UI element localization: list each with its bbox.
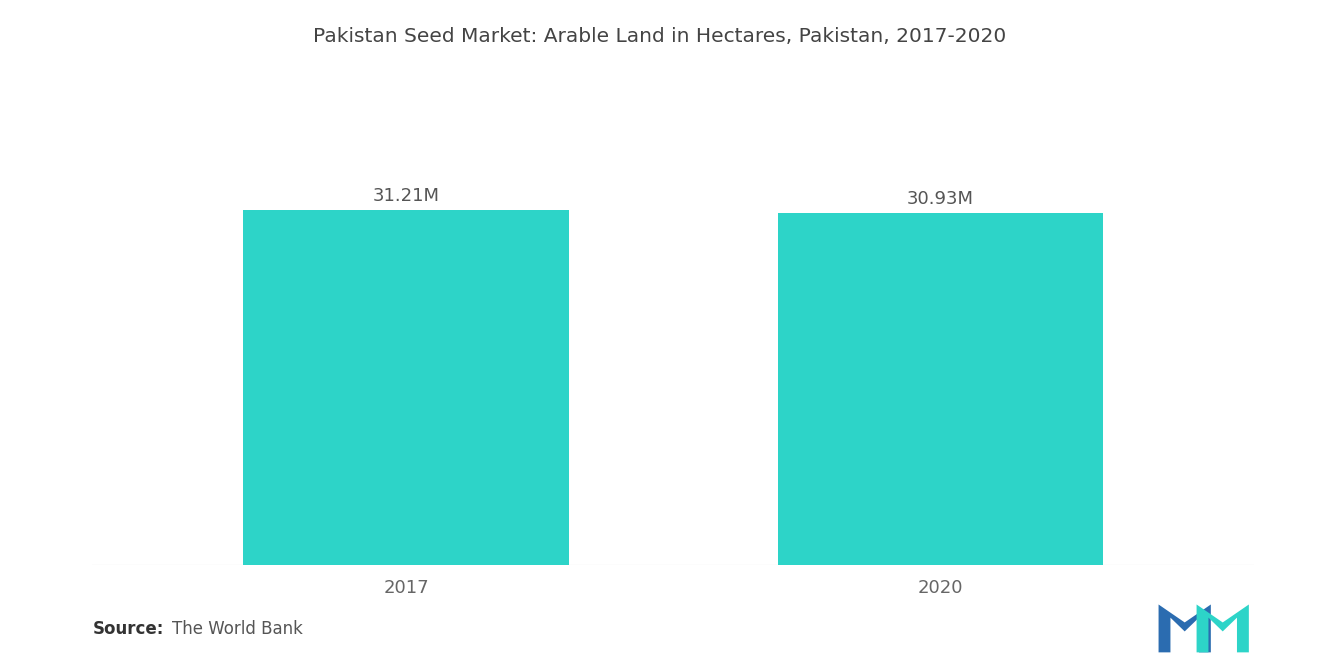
Text: The World Bank: The World Bank <box>172 620 302 638</box>
Polygon shape <box>1196 604 1249 652</box>
Text: 31.21M: 31.21M <box>372 187 440 205</box>
Bar <box>243 210 569 565</box>
Bar <box>777 213 1104 565</box>
Polygon shape <box>1159 604 1210 652</box>
Text: 30.93M: 30.93M <box>907 190 974 207</box>
Text: Source:: Source: <box>92 620 164 638</box>
Text: Pakistan Seed Market: Arable Land in Hectares, Pakistan, 2017-2020: Pakistan Seed Market: Arable Land in Hec… <box>313 27 1007 46</box>
